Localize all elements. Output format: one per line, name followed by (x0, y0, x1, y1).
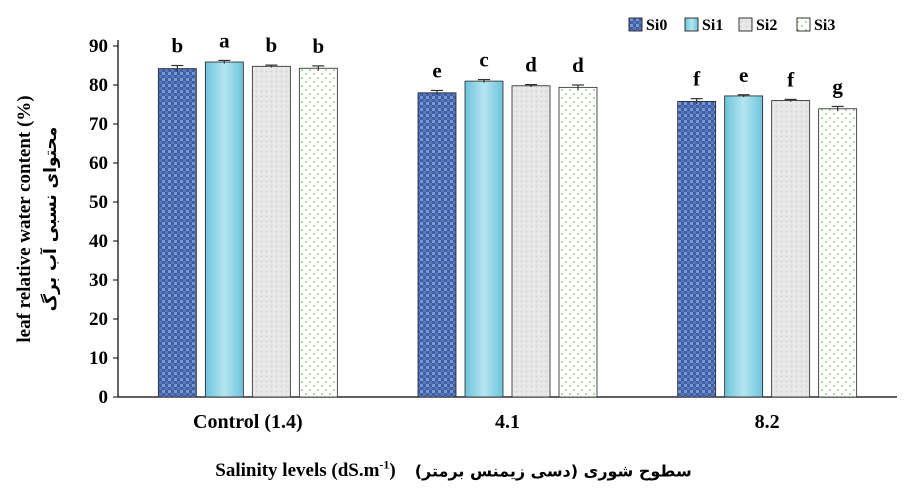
legend-label-si2: Si2 (756, 17, 777, 34)
significance-letter: e (739, 63, 748, 87)
y-tick-label: 0 (99, 387, 109, 408)
y-axis-label-persian: محتوای نسبی آب برگ (39, 127, 61, 312)
bar-si2-0 (251, 65, 291, 398)
bar-si3-1 (558, 86, 598, 398)
y-tick-label: 30 (89, 270, 108, 291)
significance-letter: d (572, 53, 584, 77)
legend-label-si1: Si1 (702, 17, 723, 34)
legend-swatch-si2 (738, 17, 753, 32)
bar-si3-0 (298, 67, 338, 398)
bar-si1-1 (464, 80, 504, 398)
y-tick-label: 90 (89, 36, 108, 57)
labels: b a b b Control (1.4) e c d d 4.1 f e f g 8.2 (171, 28, 843, 433)
y-tick-label: 80 (89, 75, 108, 96)
significance-letter: b (312, 34, 324, 58)
x-tick-label: 8.2 (755, 411, 780, 433)
significance-letter: b (171, 34, 183, 58)
y-tick-label: 60 (89, 153, 108, 174)
x-tick-label: Control (1.4) (193, 411, 303, 433)
significance-letter: d (525, 53, 537, 77)
y-tick-label: 20 (89, 309, 108, 330)
bar-si3-2 (818, 108, 858, 398)
bar-si2-1 (511, 85, 551, 398)
legend-swatch-si3 (796, 17, 811, 32)
y-tick-label: 70 (89, 114, 108, 135)
axes: 0 10 20 30 40 50 60 70 80 90 (89, 36, 897, 408)
legend-label-si0: Si0 (646, 17, 667, 34)
bars (157, 59, 858, 398)
significance-letter: a (219, 28, 230, 52)
significance-letter: f (787, 67, 795, 91)
bar-si1-2 (724, 95, 764, 398)
y-axis-label-english: leaf relative water content (%) (14, 95, 35, 342)
legend-label-si3: Si3 (814, 17, 835, 34)
x-axis-label-persian: سطوح شوری (دسی زیمنس برمتر) (414, 461, 692, 481)
significance-letter: g (832, 74, 843, 98)
bar-si0-2 (677, 100, 717, 398)
significance-letter: c (479, 48, 488, 72)
significance-letter: f (693, 67, 701, 91)
legend-swatch-si1 (684, 17, 699, 32)
x-axis-label: Salinity levels (dS.m-1) سطوح شوری (دسی … (0, 458, 907, 482)
significance-letter: e (432, 58, 441, 82)
y-tick-label: 50 (89, 192, 108, 213)
bar-si2-2 (771, 100, 811, 398)
bar-si0-0 (157, 68, 197, 398)
bar-si1-0 (204, 61, 244, 398)
y-tick-label: 40 (89, 231, 108, 252)
bar-si0-1 (417, 92, 457, 398)
y-tick-label: 10 (89, 348, 108, 369)
x-axis-label-english: Salinity levels (dS.m-1) (215, 458, 396, 482)
legend-swatch-si0 (628, 17, 643, 32)
x-tick-label: 4.1 (495, 411, 520, 433)
significance-letter: b (265, 33, 277, 57)
legend: Si0 Si1 Si2 Si3 (628, 17, 835, 34)
